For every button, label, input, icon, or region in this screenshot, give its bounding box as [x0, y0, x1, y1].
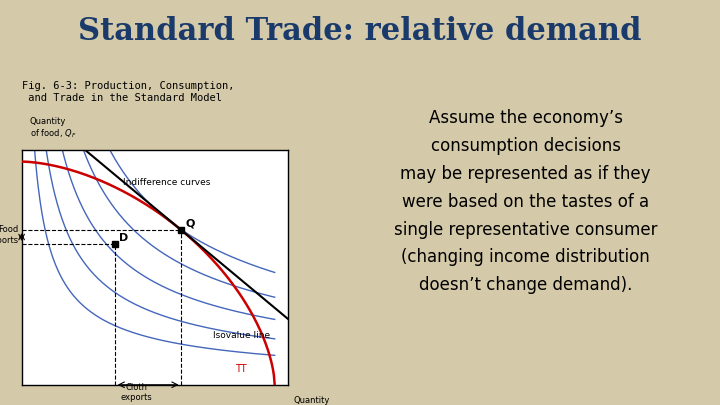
Text: Isovalue line: Isovalue line [213, 331, 271, 340]
Text: Food
imports: Food imports [0, 225, 18, 245]
Text: Quantity
of cloth, $Q_C$: Quantity of cloth, $Q_C$ [293, 396, 343, 405]
Text: Standard Trade: relative demand: Standard Trade: relative demand [78, 16, 642, 47]
Text: Fig. 6-3: Production, Consumption,
 and Trade in the Standard Model: Fig. 6-3: Production, Consumption, and T… [22, 81, 234, 102]
Text: Assume the economy’s
consumption decisions
may be represented as if they
were ba: Assume the economy’s consumption decisio… [394, 109, 657, 294]
Text: D: D [119, 233, 128, 243]
Text: Cloth
exports: Cloth exports [121, 383, 153, 402]
Text: Indifference curves: Indifference curves [123, 178, 210, 187]
Text: TT: TT [235, 364, 246, 374]
Text: Q: Q [186, 219, 195, 229]
Text: Quantity
of food, $Q_F$: Quantity of food, $Q_F$ [30, 117, 76, 141]
